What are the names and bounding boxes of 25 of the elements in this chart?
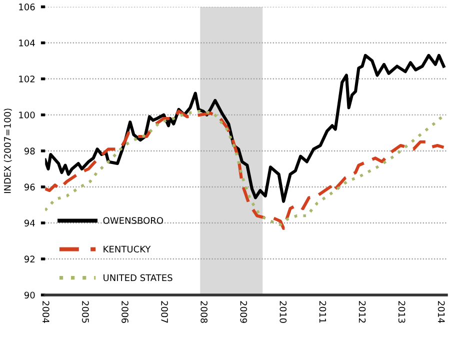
- x-tick-label: 2011: [319, 301, 326, 323]
- y-tick-label: 90: [24, 292, 35, 299]
- y-axis-title: INDEX (2007=100): [4, 108, 12, 193]
- x-tick-label: 2006: [122, 301, 128, 323]
- y-tick-label: 106: [19, 4, 35, 10]
- y-tick-label: 92: [24, 256, 34, 263]
- x-tick-label: 2010: [280, 301, 287, 323]
- y-tick-label: 100: [19, 112, 35, 118]
- x-tick-label: 2005: [82, 301, 89, 323]
- x-tick-label: 2009: [240, 301, 248, 323]
- legend-label: KENTUCKY: [104, 246, 151, 253]
- legend-label: UNITED STATES: [104, 274, 172, 282]
- y-tick-label: 94: [24, 220, 35, 226]
- x-tick-label: 2007: [161, 301, 168, 323]
- y-tick-label: 104: [19, 40, 35, 46]
- legend-label: OWENSBORO: [103, 217, 164, 224]
- y-tick-label: 102: [19, 76, 34, 82]
- x-tick-label: 2013: [398, 301, 406, 323]
- x-tick-label: 2004: [42, 301, 50, 323]
- y-tick-label: 96: [24, 184, 35, 190]
- x-tick-label: 2014: [438, 301, 445, 323]
- x-tick-label: 2012: [358, 301, 366, 323]
- y-tick-label: 98: [24, 148, 35, 154]
- x-tick-label: 2008: [200, 301, 208, 323]
- line-series: [45, 54, 446, 203]
